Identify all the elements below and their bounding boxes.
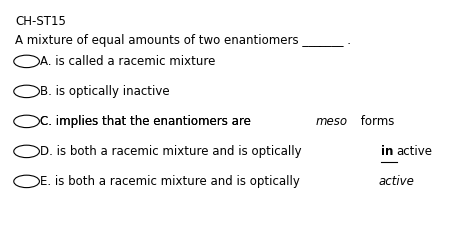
Text: C. implies that the enantiomers are: C. implies that the enantiomers are xyxy=(41,115,255,128)
Text: forms: forms xyxy=(357,115,394,128)
Text: active: active xyxy=(396,145,432,158)
Text: in: in xyxy=(381,145,393,158)
Text: C. implies that the enantiomers are: C. implies that the enantiomers are xyxy=(41,115,255,128)
Text: A. is called a racemic mixture: A. is called a racemic mixture xyxy=(41,55,216,68)
Text: meso: meso xyxy=(316,115,348,128)
Text: E. is both a racemic mixture and is optically: E. is both a racemic mixture and is opti… xyxy=(41,175,304,188)
Text: CH-ST15: CH-ST15 xyxy=(15,15,66,28)
Text: D. is both a racemic mixture and is optically: D. is both a racemic mixture and is opti… xyxy=(41,145,306,158)
Text: B. is optically inactive: B. is optically inactive xyxy=(41,85,170,98)
Text: A mixture of equal amounts of two enantiomers _______ .: A mixture of equal amounts of two enanti… xyxy=(15,34,351,47)
Text: active: active xyxy=(378,175,414,188)
